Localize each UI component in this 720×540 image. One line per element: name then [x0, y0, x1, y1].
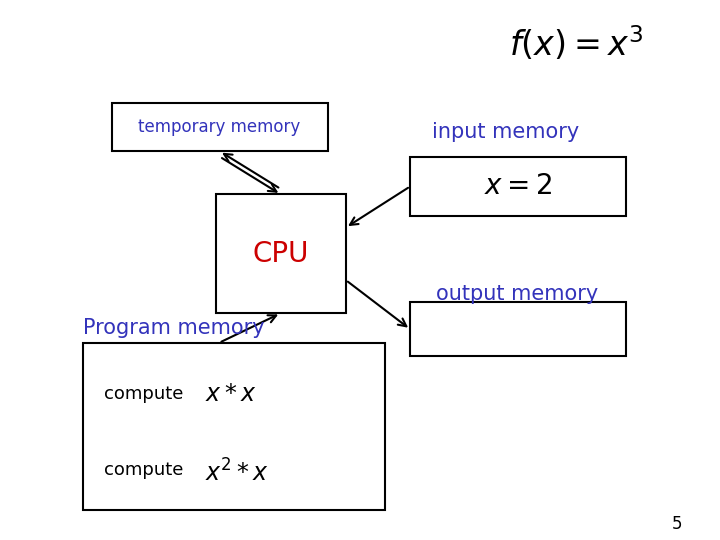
- Text: $x = 2$: $x = 2$: [485, 173, 552, 200]
- Text: 5: 5: [672, 515, 682, 533]
- Bar: [83, 343, 385, 510]
- Text: $f(x) = x^3$: $f(x) = x^3$: [508, 24, 644, 63]
- Text: $x^2 * x$: $x^2 * x$: [205, 459, 269, 486]
- Text: Program memory: Program memory: [83, 318, 264, 338]
- Text: output memory: output memory: [436, 284, 598, 305]
- Bar: [216, 194, 346, 313]
- Bar: [112, 103, 328, 151]
- Text: $x * x$: $x * x$: [205, 383, 257, 406]
- Text: compute: compute: [104, 385, 184, 403]
- Text: input memory: input memory: [432, 122, 580, 143]
- Text: CPU: CPU: [253, 240, 309, 268]
- Bar: [410, 302, 626, 356]
- Text: temporary memory: temporary memory: [138, 118, 301, 136]
- Bar: [410, 157, 626, 216]
- Text: compute: compute: [104, 461, 184, 479]
